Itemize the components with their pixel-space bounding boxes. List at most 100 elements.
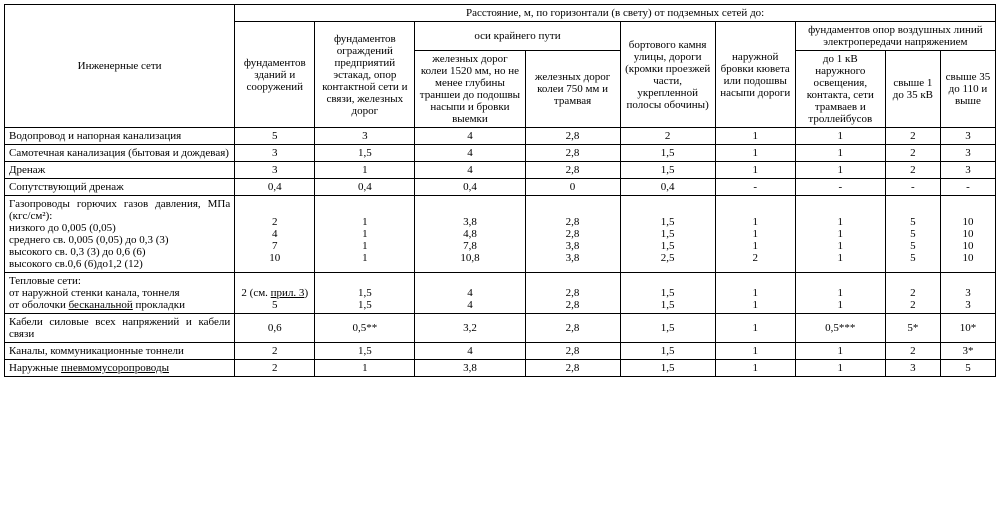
cell: 1 <box>715 314 795 343</box>
header-ditch: наружной бровки кювета или подошвы насып… <box>715 22 795 128</box>
header-fences: фундаментов ограждений предприятий эстак… <box>315 22 415 128</box>
cell: 2 <box>235 343 315 360</box>
cell: 1111 <box>795 196 885 273</box>
cell: - <box>940 179 995 196</box>
cell: 0 <box>525 179 620 196</box>
cell: 11 <box>795 273 885 314</box>
cell: 1 <box>795 128 885 145</box>
cell: 1112 <box>715 196 795 273</box>
table-row: Самотечная канализация (бытовая и дождев… <box>5 145 996 162</box>
cell: 1 <box>795 343 885 360</box>
header-curb: бортового камня улицы, дороги (кромки пр… <box>620 22 715 128</box>
row-label: Кабели силовые всех напряжений и кабели … <box>5 314 235 343</box>
header-voltage-35kv: свыше 1 до 35 кВ <box>885 51 940 128</box>
cell: 24710 <box>235 196 315 273</box>
cell: 1 <box>795 360 885 377</box>
cell: 1,5 <box>620 145 715 162</box>
cell: 1 <box>795 162 885 179</box>
table-row-gas: Газопроводы горючих газов давления, МПа … <box>5 196 996 273</box>
row-label: Каналы, коммуникационные тоннели <box>5 343 235 360</box>
cell: 2 <box>235 360 315 377</box>
cell: 1 <box>715 343 795 360</box>
cell: 0,5*** <box>795 314 885 343</box>
cell: - <box>885 179 940 196</box>
cell: 2,8 <box>525 360 620 377</box>
cell: 1,5 <box>315 145 415 162</box>
cell: 3 <box>940 128 995 145</box>
cell: 1,51,5 <box>620 273 715 314</box>
table-row: Каналы, коммуникационные тоннели21,542,8… <box>5 343 996 360</box>
cell: 10* <box>940 314 995 343</box>
cell: 1111 <box>315 196 415 273</box>
cell: 1 <box>715 360 795 377</box>
table-row-heat: Тепловые сети:от наружной стенки канала,… <box>5 273 996 314</box>
row-label: Водопровод и напорная канализация <box>5 128 235 145</box>
table-row: Наружные пневмомусоропроводы213,82,81,51… <box>5 360 996 377</box>
cell: - <box>715 179 795 196</box>
cell: 11 <box>715 273 795 314</box>
header-track-1520: железных дорог колеи 1520 мм, но не мене… <box>415 51 525 128</box>
cell: 3 <box>940 162 995 179</box>
cell: 4 <box>415 128 525 145</box>
cell: 5* <box>885 314 940 343</box>
cell: 1,5 <box>620 162 715 179</box>
header-voltage-1kv: до 1 кВ наружного освещения, контакта, с… <box>795 51 885 128</box>
row-label: Газопроводы горючих газов давления, МПа … <box>5 196 235 273</box>
row-label: Дренаж <box>5 162 235 179</box>
cell: - <box>795 179 885 196</box>
cell: 3 <box>235 162 315 179</box>
cell: 5 <box>940 360 995 377</box>
cell: 4 <box>415 162 525 179</box>
table-row: Сопутствующий дренаж0,40,40,400,4---- <box>5 179 996 196</box>
header-track-750: железных дорог колеи 750 мм и трамвая <box>525 51 620 128</box>
cell: 5555 <box>885 196 940 273</box>
cell: 2,8 <box>525 145 620 162</box>
cell: 1,51,5 <box>315 273 415 314</box>
cell: 3,84,87,810,8 <box>415 196 525 273</box>
header-foundations: фундаментов зданий и сооружений <box>235 22 315 128</box>
header-networks: Инженерные сети <box>5 5 235 128</box>
cell: 3* <box>940 343 995 360</box>
row-label: Тепловые сети:от наружной стенки канала,… <box>5 273 235 314</box>
cell: 2 <box>885 128 940 145</box>
cell: 3,2 <box>415 314 525 343</box>
cell: 1 <box>715 145 795 162</box>
row-label: Сопутствующий дренаж <box>5 179 235 196</box>
cell: 2,82,83,83,8 <box>525 196 620 273</box>
cell: 4 <box>415 145 525 162</box>
cell: 3,8 <box>415 360 525 377</box>
header-voltage-110kv: свыше 35 до 110 и выше <box>940 51 995 128</box>
cell: 3 <box>235 145 315 162</box>
cell: 1,5 <box>620 343 715 360</box>
cell: 1,5 <box>620 314 715 343</box>
header-distances: Расстояние, м, по горизонтали (в свету) … <box>235 5 996 22</box>
cell: 2,8 <box>525 128 620 145</box>
distances-table: Инженерные сети Расстояние, м, по горизо… <box>4 4 996 377</box>
cell: 33 <box>940 273 995 314</box>
header-powerlines: фундаментов опор воздушных линий электро… <box>795 22 995 51</box>
cell: 1 <box>715 162 795 179</box>
cell: 1 <box>315 360 415 377</box>
table-row: Водопровод и напорная канализация5342,82… <box>5 128 996 145</box>
cell: 3 <box>940 145 995 162</box>
cell: 1,5 <box>315 343 415 360</box>
cell: 44 <box>415 273 525 314</box>
cell: 10101010 <box>940 196 995 273</box>
cell: 1 <box>795 145 885 162</box>
header-track-axis: оси крайнего пути <box>415 22 620 51</box>
cell: 2 <box>885 162 940 179</box>
cell: 5 <box>235 128 315 145</box>
cell: 0,6 <box>235 314 315 343</box>
cell: 3 <box>885 360 940 377</box>
cell: 2,8 <box>525 343 620 360</box>
cell: 2,8 <box>525 162 620 179</box>
cell: 2 <box>620 128 715 145</box>
cell: 22 <box>885 273 940 314</box>
cell: 2,82,8 <box>525 273 620 314</box>
cell: 0,4 <box>415 179 525 196</box>
cell: 0,5** <box>315 314 415 343</box>
cell: 0,4 <box>620 179 715 196</box>
cell: 4 <box>415 343 525 360</box>
cell: 2 <box>885 145 940 162</box>
cell: 1 <box>315 162 415 179</box>
